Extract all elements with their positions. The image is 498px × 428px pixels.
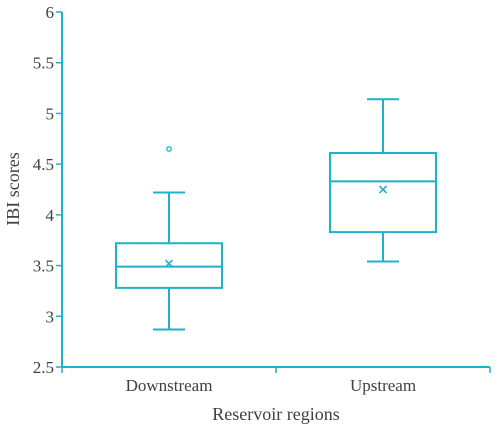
y-tick-label: 6 (46, 3, 55, 22)
y-axis-title: IBI scores (3, 152, 23, 225)
box-upstream (329, 98, 437, 263)
plot-area (115, 98, 437, 331)
outlier-point (166, 146, 172, 152)
mean-marker (378, 185, 388, 194)
y-tick-label: 5.5 (33, 54, 54, 73)
y-tick-label: 4 (46, 206, 55, 225)
x-axis-title: Reservoir regions (212, 404, 339, 424)
y-tick-label: 3 (46, 307, 55, 326)
axes: 2.5 3 3.5 4 4.5 5 5.5 6 Downstream Upstream (33, 3, 491, 395)
y-tick-label: 4.5 (33, 155, 54, 174)
y-tick-label: 2.5 (33, 358, 54, 377)
y-tick-label: 5 (46, 104, 55, 123)
x-tick-label: Upstream (350, 376, 416, 395)
y-tick-label: 3.5 (33, 257, 54, 276)
mean-marker (164, 259, 174, 268)
x-tick-label: Downstream (126, 376, 213, 395)
box-downstream (115, 146, 223, 331)
interquartile-box (329, 151, 437, 234)
interquartile-box (115, 242, 223, 289)
